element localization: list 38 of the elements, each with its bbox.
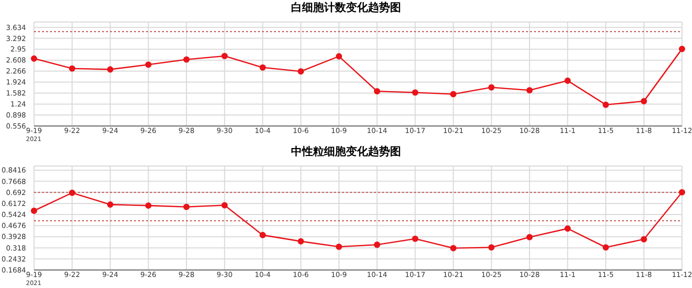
point <box>450 90 456 98</box>
point <box>412 89 418 96</box>
point <box>30 55 38 62</box>
point <box>183 204 190 210</box>
point <box>107 66 114 73</box>
point <box>68 190 76 196</box>
point <box>564 78 571 84</box>
point <box>336 53 342 60</box>
point <box>602 102 609 108</box>
point <box>526 87 533 94</box>
point <box>488 244 495 251</box>
point <box>221 52 228 60</box>
point <box>374 242 380 248</box>
point <box>678 46 686 52</box>
point <box>678 189 686 196</box>
chart-title: 中性粒细胞变化趋势图 <box>290 144 402 160</box>
point <box>640 236 648 242</box>
point <box>488 84 495 91</box>
chart-title: 白细胞计数变化趋势图 <box>290 0 402 16</box>
point <box>298 68 304 75</box>
point <box>107 201 114 208</box>
point <box>145 61 152 68</box>
point <box>526 234 533 240</box>
point <box>30 208 38 214</box>
point <box>183 56 190 63</box>
point <box>221 202 228 208</box>
point <box>145 202 152 209</box>
point <box>260 232 266 238</box>
point <box>602 244 609 251</box>
point <box>412 236 418 242</box>
point <box>68 65 76 72</box>
point <box>298 238 304 244</box>
point <box>336 244 342 250</box>
point <box>260 64 266 71</box>
point <box>450 244 456 252</box>
point <box>374 88 380 94</box>
point <box>564 225 571 232</box>
point <box>640 98 648 104</box>
